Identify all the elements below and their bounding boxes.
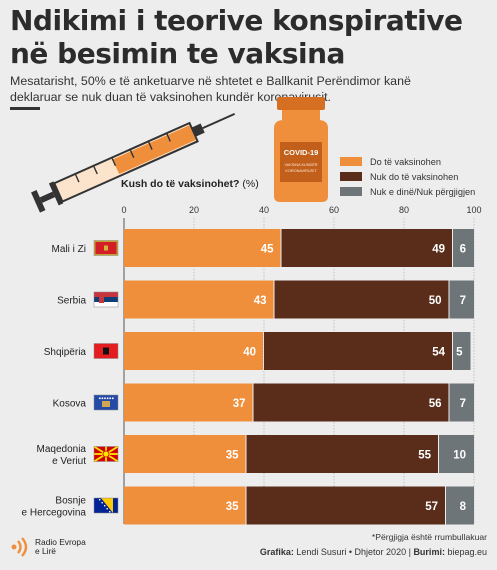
bar-segment: [449, 383, 474, 422]
bar-segment: [439, 435, 474, 473]
category-label: Shqipëria: [44, 347, 87, 358]
chart-question: Kush do të vaksinohet? (%): [121, 178, 259, 190]
legend-item-vaccinate: Do të vaksinohen: [340, 154, 475, 169]
legend-label: Nuk e dinë/Nuk përgjigjen: [370, 186, 476, 197]
legend-item-dont-know: Nuk e dinë/Nuk përgjigjen: [340, 184, 475, 199]
legend-swatch: [340, 187, 362, 196]
albania-flag-icon: [93, 343, 119, 359]
bar-value-label: 45: [261, 244, 274, 256]
bar-segment: [274, 280, 449, 319]
bar-value-label: 5: [456, 347, 463, 359]
logo-line-1: Radio Evropa: [35, 536, 86, 547]
serbia-flag-icon: [93, 291, 119, 308]
bar-segment: [124, 435, 246, 473]
bar-value-label: 35: [226, 501, 239, 513]
credits: Grafika: Lendi Susuri • Dhjetor 2020 | B…: [260, 547, 487, 557]
bar-value-label: 57: [425, 501, 438, 513]
syringe-icon: [31, 112, 236, 213]
chart-legend: Do të vaksinohen Nuk do të vaksinohen Nu…: [340, 154, 475, 199]
logo-line-2: e Lirë: [35, 546, 56, 556]
bar-segment: [124, 383, 253, 422]
x-tick-label: 60: [329, 205, 339, 215]
bar-segment: [124, 332, 263, 370]
category-label: Maqedonia: [37, 444, 87, 455]
bar-value-label: 50: [429, 295, 442, 307]
bar-value-label: 8: [460, 501, 467, 513]
bar-value-label: 7: [460, 295, 466, 307]
bar-value-label: 55: [418, 450, 431, 462]
credits-text: Lendi Susuri • Dhjetor 2020 |: [296, 547, 411, 557]
legend-item-not-vaccinate: Nuk do të vaksinohen: [340, 169, 475, 184]
x-tick-label: 0: [121, 205, 126, 215]
bar-value-label: 10: [453, 450, 466, 462]
page-title: Ndikimi i teorive konspirative në besimi…: [10, 4, 490, 70]
bar-value-label: 37: [233, 398, 246, 410]
x-tick-label: 80: [399, 205, 409, 215]
question-text: Kush do të vaksinohet?: [121, 178, 240, 190]
bar-segment: [246, 486, 445, 525]
bar-value-label: 40: [243, 347, 256, 359]
title-line-2: në besimin te vaksina: [10, 37, 345, 70]
category-label: Kosova: [53, 399, 87, 410]
legend-label: Nuk do të vaksinohen: [370, 171, 459, 182]
footnote: *Përgjigja është rrumbullakuar: [371, 532, 487, 542]
bar-segment: [281, 229, 452, 267]
bar-segment: [264, 332, 452, 370]
bar-segment: [253, 383, 449, 422]
bar-value-label: 35: [226, 450, 239, 462]
kosovo-flag-icon: [93, 394, 119, 411]
category-label-line2: e Hercegovina: [22, 508, 87, 519]
category-label: Serbia: [57, 296, 86, 307]
bar-segment: [246, 435, 438, 473]
bar-value-label: 7: [460, 398, 466, 410]
legend-swatch: [340, 172, 362, 181]
bar-value-label: 49: [432, 244, 445, 256]
source-text: biepag.eu: [447, 547, 487, 557]
vial-label-sub2: KORONAVIRUSIT: [285, 169, 317, 173]
bar-segment: [124, 229, 281, 267]
bar-segment: [453, 229, 474, 267]
bar-segment: [449, 280, 474, 319]
category-label-line2: e Veriut: [52, 456, 86, 467]
category-label: Mali i Zi: [52, 244, 86, 255]
x-tick-label: 40: [259, 205, 269, 215]
credits-label: Grafika:: [259, 547, 294, 557]
radio-waves-logo-icon: [11, 537, 28, 557]
x-tick-label: 100: [466, 205, 481, 215]
legend-label: Do të vaksinohen: [370, 156, 441, 167]
bar-segment: [453, 332, 471, 370]
bar-segment: [446, 486, 474, 525]
bar-value-label: 43: [254, 295, 267, 307]
north-macedonia-flag-icon: [93, 445, 119, 463]
bar-value-label: 54: [432, 347, 445, 359]
vaccine-vial-icon: COVID-19 VAKSINA KUNDËR KORONAVIRUSIT: [274, 97, 328, 202]
montenegro-flag-icon: [93, 240, 119, 256]
x-tick-label: 20: [189, 205, 199, 215]
question-unit: (%): [242, 178, 259, 190]
rfe-logo: Radio Evropa e Lirë: [9, 536, 86, 558]
title-line-1: Ndikimi i teorive konspirative: [10, 4, 463, 37]
vial-label-sub1: VAKSINA KUNDËR: [284, 163, 317, 167]
subtitle-divider: [10, 107, 40, 110]
page-subtitle: Mesatarisht, 50% e të anketuarve në shte…: [10, 74, 411, 104]
bosnia-flag-icon: [93, 497, 119, 514]
bar-segment: [124, 280, 274, 319]
source-label: Burimi:: [413, 547, 445, 557]
vial-label-main: COVID-19: [284, 148, 319, 157]
bar-value-label: 6: [460, 244, 466, 256]
category-label: Bosnje: [55, 496, 86, 507]
legend-swatch: [340, 157, 362, 166]
bar-value-label: 56: [429, 398, 442, 410]
bar-segment: [124, 486, 246, 525]
